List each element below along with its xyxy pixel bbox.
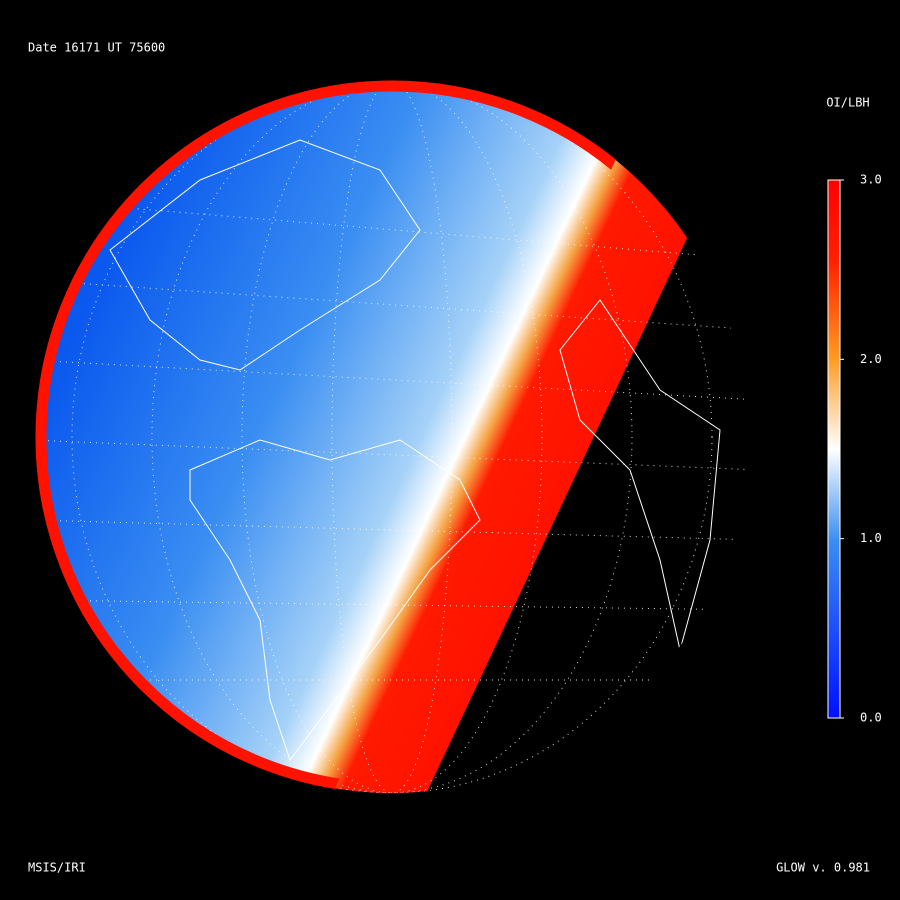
coastlines [109,139,721,762]
colorbar-tick-label: 1.0 [860,531,882,545]
footer-left: MSIS/IRI [28,861,86,875]
globe [36,81,748,793]
colorbar-tick-label: 0.0 [860,711,882,725]
graticule [36,81,748,793]
colorbar [827,179,841,719]
colorbar-tick-label: 2.0 [860,352,882,366]
emission-field [36,81,748,793]
colorbar-tick-label: 3.0 [860,173,882,187]
footer-right: GLOW v. 0.981 [776,861,870,875]
colorbar-title: OI/LBH [826,96,869,110]
header-title: Date 16171 UT 75600 [28,41,165,55]
